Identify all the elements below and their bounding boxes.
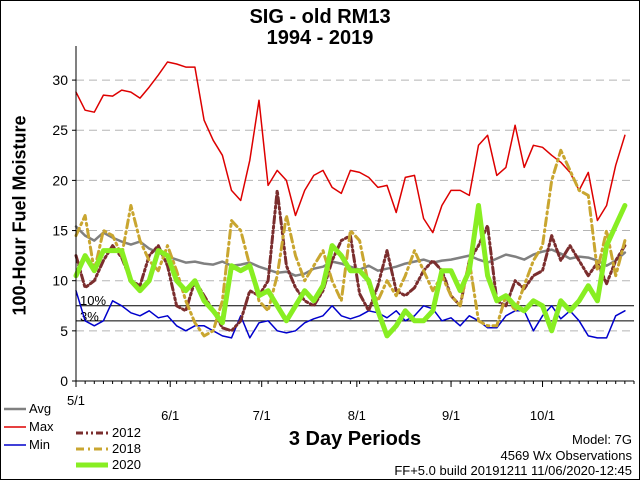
x-tick-label: 5/1 — [67, 393, 85, 408]
x-tick-label: 6/1 — [161, 408, 179, 423]
legend-label-2020: 2020 — [112, 457, 141, 472]
series-line-2018 — [74, 148, 627, 338]
y-tick-label: 10 — [52, 273, 68, 289]
x-tick-label: 7/1 — [253, 408, 271, 423]
series-line-2020 — [73, 203, 628, 339]
y-tick-label: 20 — [52, 172, 68, 188]
legend-label-avg: Avg — [29, 401, 51, 416]
chart-title: SIG - old RM13 — [249, 6, 391, 28]
chart-subtitle: 1994 - 2019 — [266, 27, 374, 49]
x-tick-label: 8/1 — [348, 408, 366, 423]
y-tick-label: 15 — [52, 223, 68, 239]
legend-label-2012: 2012 — [112, 425, 141, 440]
threshold-label: 10% — [80, 293, 106, 308]
legend-label-max: Max — [29, 419, 54, 434]
observations-label: 4569 Wx Observations — [500, 448, 632, 463]
x-tick-label: 9/1 — [442, 408, 460, 423]
y-tick-label: 0 — [60, 373, 68, 389]
series-line-max — [75, 61, 626, 234]
y-tick-label: 5 — [60, 323, 68, 339]
legend-label-2018: 2018 — [112, 441, 141, 456]
y-tick-label: 30 — [52, 72, 68, 88]
legend-label-min: Min — [29, 437, 50, 452]
x-tick-label: 10/1 — [530, 408, 555, 423]
y-tick-label: 25 — [52, 122, 68, 138]
x-axis-label: 3 Day Periods — [288, 428, 422, 450]
series-line-min — [75, 289, 626, 339]
model-label: Model: 7G — [572, 432, 632, 447]
build-label: FF+5.0 build 20191211 11/06/2020-12:45 — [394, 463, 632, 478]
